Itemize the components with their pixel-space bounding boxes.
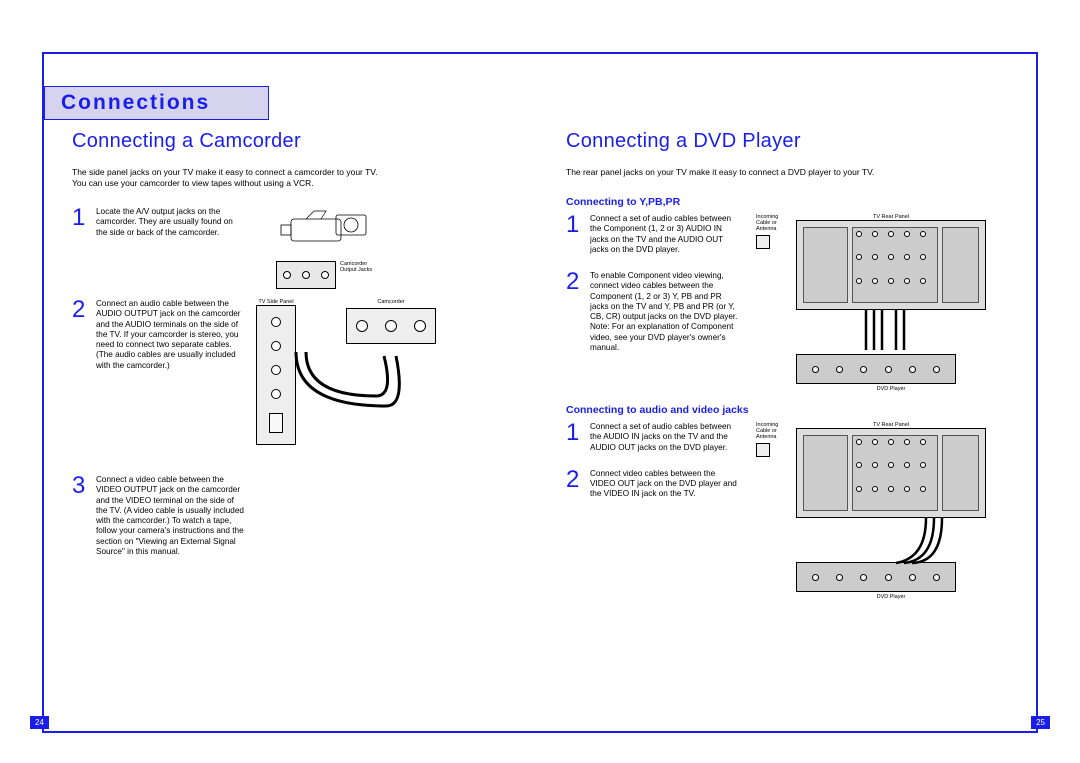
left-page-title: Connecting a Camcorder	[72, 130, 526, 153]
section-tab: Connections	[44, 86, 269, 120]
left-step-2: 2 Connect an audio cable between the AUD…	[72, 299, 246, 371]
diagram-label: TV Side Panel	[256, 299, 296, 305]
right-a-step-1: 1 Connect a set of audio cables between …	[566, 214, 746, 255]
diagram-label: Output Jacks	[340, 267, 372, 273]
step-text: Connect an audio cable between the AUDIO…	[96, 299, 246, 371]
dvd-player-icon	[796, 354, 956, 384]
step-text: Connect video cables between the VIDEO O…	[590, 469, 740, 500]
step-number: 1	[566, 422, 584, 444]
cable-icon	[276, 346, 416, 426]
left-step-2-row: 2 Connect an audio cable between the AUD…	[72, 299, 526, 445]
section-title: Connections	[61, 91, 210, 115]
diagram-label: DVD Player	[796, 386, 986, 392]
right-a-step1-row: 1 Connect a set of audio cables between …	[566, 214, 1020, 392]
camcorder-diagram: Camcorder Output Jacks	[276, 207, 376, 289]
right-b-step-1: 1 Connect a set of audio cables between …	[566, 422, 746, 453]
left-page: Connecting a Camcorder The side panel ja…	[72, 130, 526, 713]
diagram-label: Incoming Cable or Antenna	[756, 214, 790, 232]
cable-icon	[796, 310, 986, 360]
rear-panel-diagram-2: Incoming Cable or Antenna TV Rear Panel	[756, 422, 986, 600]
tv-rear-panel-icon	[796, 428, 986, 518]
antenna-jack-icon	[756, 443, 770, 457]
camcorder-jacks-icon	[346, 308, 436, 344]
step-number: 2	[566, 271, 584, 293]
step-text: Connect a video cable between the VIDEO …	[96, 475, 246, 557]
left-step-3: 3 Connect a video cable between the VIDE…	[72, 475, 526, 557]
output-jacks-icon	[276, 261, 336, 289]
right-page: Connecting a DVD Player The rear panel j…	[566, 130, 1020, 713]
step-text: Connect a set of audio cables between th…	[590, 214, 740, 255]
right-page-title: Connecting a DVD Player	[566, 130, 1020, 153]
dvd-player-icon	[796, 562, 956, 592]
left-intro: The side panel jacks on your TV make it …	[72, 167, 526, 189]
antenna-jack-icon	[756, 235, 770, 249]
right-intro: The rear panel jacks on your TV make it …	[566, 167, 1020, 178]
left-step-1-row: 1 Locate the A/V output jacks on the cam…	[72, 207, 526, 289]
subhead-av: Connecting to audio and video jacks	[566, 404, 1020, 416]
cable-icon	[796, 518, 986, 568]
step-number: 2	[72, 299, 90, 321]
diagram-label: DVD Player	[796, 594, 986, 600]
step-number: 1	[566, 214, 584, 236]
step-text: Locate the A/V output jacks on the camco…	[96, 207, 246, 238]
diagram-label: Camcorder	[346, 299, 436, 305]
page-number-right: 25	[1031, 716, 1050, 729]
step-text: Connect a set of audio cables between th…	[590, 422, 740, 453]
right-a-step-2: 2 To enable Component video viewing, con…	[566, 271, 746, 353]
side-panel-diagram: TV Side Panel Camcorder	[256, 299, 436, 445]
diagram-label: Incoming Cable or Antenna	[756, 422, 790, 440]
page-spread: Connecting a Camcorder The side panel ja…	[72, 130, 1020, 713]
camcorder-icon	[276, 207, 376, 252]
step-number: 3	[72, 475, 90, 497]
left-step-1: 1 Locate the A/V output jacks on the cam…	[72, 207, 246, 238]
tv-rear-panel-icon	[796, 220, 986, 310]
right-b-row: 1 Connect a set of audio cables between …	[566, 422, 1020, 600]
rear-panel-diagram-1: Incoming Cable or Antenna TV Rear Panel	[756, 214, 986, 392]
step-number: 1	[72, 207, 90, 229]
step-number: 2	[566, 469, 584, 491]
subhead-component: Connecting to Y,PB,PR	[566, 196, 1020, 208]
step-text: To enable Component video viewing, conne…	[590, 271, 740, 353]
right-b-step-2: 2 Connect video cables between the VIDEO…	[566, 469, 746, 500]
page-number-left: 24	[30, 716, 49, 729]
